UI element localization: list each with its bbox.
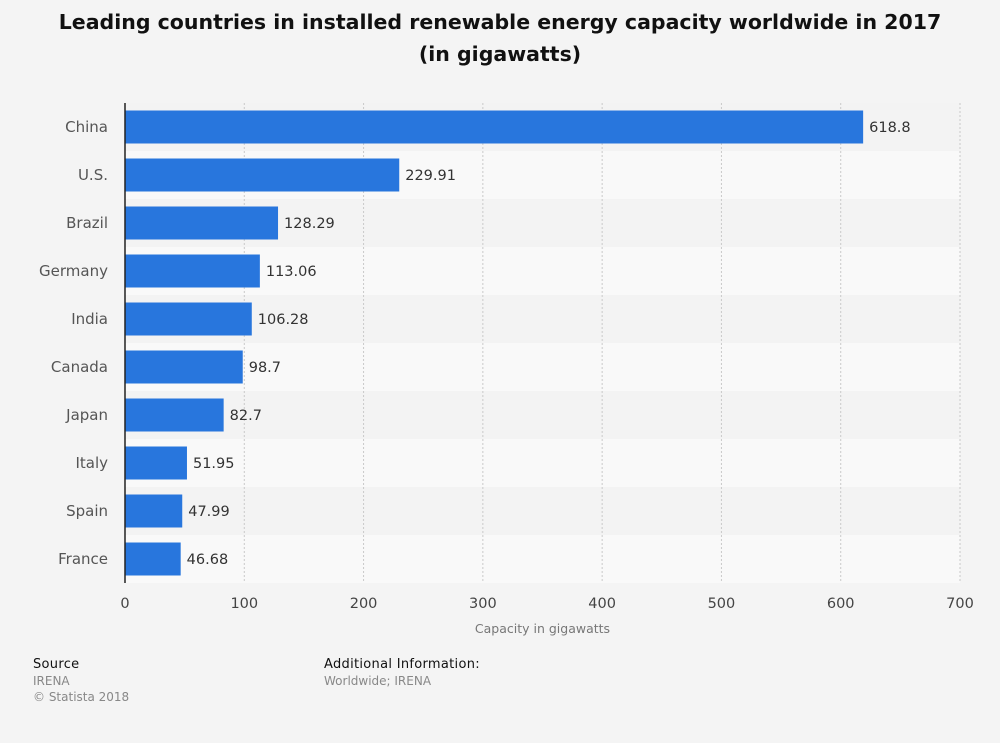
bar[interactable]: [125, 398, 224, 432]
x-tick-label: 600: [827, 596, 855, 612]
category-label: Italy: [75, 454, 108, 472]
x-tick-label: 0: [120, 596, 129, 612]
category-label: Spain: [66, 502, 108, 520]
category-label: Brazil: [66, 214, 108, 232]
source-block: Source IRENA © Statista 2018: [33, 657, 129, 705]
bar[interactable]: [125, 206, 279, 240]
x-tick-label: 300: [469, 596, 497, 612]
value-label: 229.91: [405, 168, 456, 184]
row-band: [125, 535, 960, 583]
additional-info-heading: Additional Information:: [324, 657, 480, 672]
category-label: Japan: [65, 406, 108, 424]
value-label: 106.28: [258, 312, 309, 328]
row-band: [125, 295, 960, 343]
additional-info-text: Worldwide; IRENA: [324, 674, 432, 688]
x-tick-label: 400: [588, 596, 616, 612]
bars: [125, 110, 864, 576]
bar[interactable]: [125, 350, 243, 384]
row-band: [125, 391, 960, 439]
x-tick-label: 500: [708, 596, 736, 612]
category-label: India: [71, 310, 108, 328]
category-label: France: [58, 550, 108, 568]
bar[interactable]: [125, 254, 260, 288]
value-label: 51.95: [193, 456, 235, 472]
chart-title: Leading countries in installed renewable…: [58, 10, 942, 66]
category-labels: China U.S. Brazil Germany India Canada Japan It…: [39, 118, 108, 568]
value-label: 47.99: [188, 504, 230, 520]
x-tick-label: 200: [350, 596, 378, 612]
bar[interactable]: [125, 302, 252, 336]
category-label: Germany: [39, 262, 108, 280]
row-band: [125, 439, 960, 487]
x-tick-label: 700: [946, 596, 974, 612]
row-band: [125, 247, 960, 295]
value-label: 82.7: [230, 408, 262, 424]
bar[interactable]: [125, 110, 864, 144]
additional-info-block: Additional Information: Worldwide; IRENA: [324, 657, 480, 689]
x-tick-labels: 0 100 200 300 400 500 600 700: [120, 596, 973, 612]
value-label: 128.29: [284, 216, 335, 232]
bar[interactable]: [125, 446, 187, 480]
row-band: [125, 487, 960, 535]
copyright-text: © Statista 2018: [33, 690, 130, 704]
category-label: U.S.: [78, 166, 108, 184]
value-label: 618.8: [869, 120, 911, 136]
bar[interactable]: [125, 494, 183, 528]
x-tick-label: 100: [230, 596, 258, 612]
category-label: Canada: [51, 358, 108, 376]
bar[interactable]: [125, 542, 181, 576]
value-labels: 618.8 229.91 128.29 113.06 106.28 98.7 82.7 51.…: [187, 120, 911, 568]
bar[interactable]: [125, 158, 400, 192]
source-heading: Source: [33, 657, 80, 672]
x-axis-title: Capacity in gigawatts: [475, 621, 610, 636]
value-label: 46.68: [187, 552, 229, 568]
category-label: China: [65, 118, 108, 136]
value-label: 98.7: [249, 360, 281, 376]
value-label: 113.06: [266, 264, 317, 280]
row-band: [125, 343, 960, 391]
source-name: IRENA: [33, 674, 70, 688]
